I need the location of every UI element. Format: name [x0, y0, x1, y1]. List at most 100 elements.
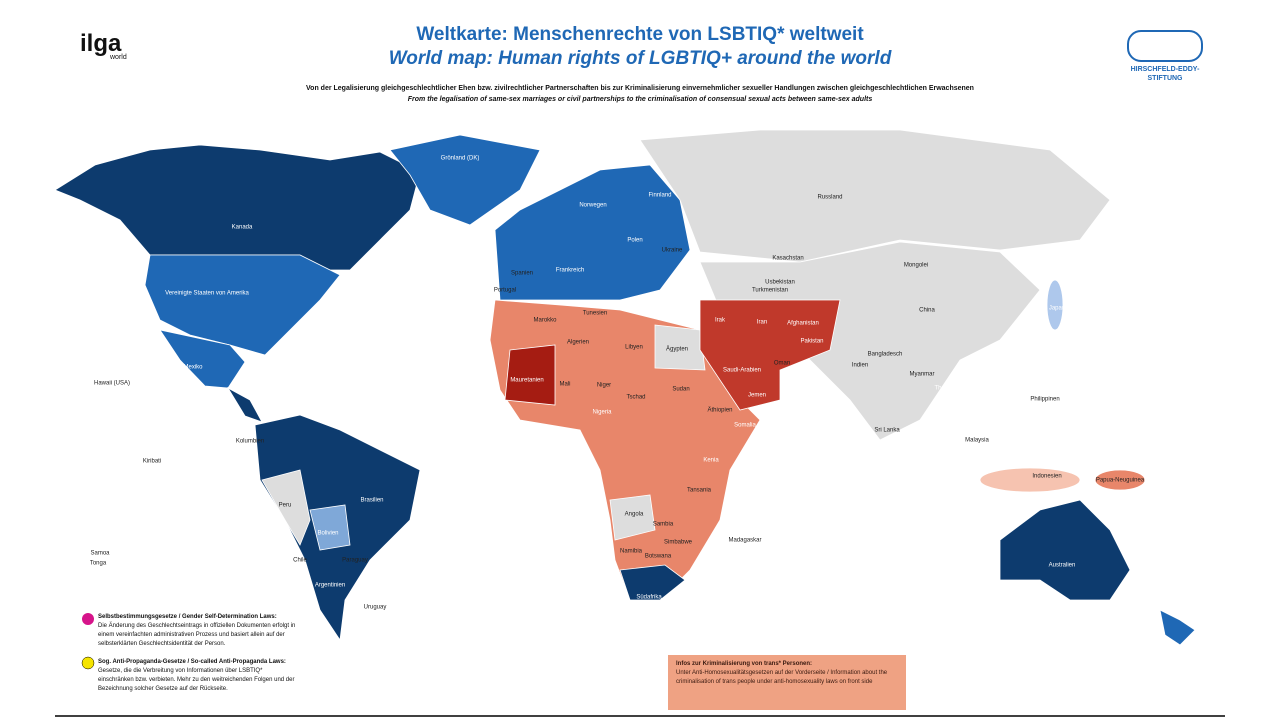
- country-label: Mexiko: [183, 365, 203, 371]
- country-label: Indonesien: [1032, 474, 1061, 480]
- country-label: Sudan: [672, 387, 689, 393]
- country-label: Papua-Neuguinea: [1096, 478, 1145, 484]
- japan: [1046, 279, 1064, 331]
- country-label: Tonga: [90, 561, 107, 567]
- country-label: Marokko: [533, 318, 557, 324]
- country-label: Samoa: [90, 551, 110, 557]
- country-label: Frankreich: [556, 268, 584, 274]
- country-label: Vereinigte Staaten von Amerika: [165, 291, 249, 297]
- legend-title: Sog. Anti-Propaganda-Gesetze / So-called…: [98, 659, 286, 665]
- country-label: Brasilien: [360, 498, 383, 504]
- country-label: Tunesien: [583, 311, 607, 317]
- country-label: Argentinien: [315, 583, 345, 589]
- info-title: Infos zur Kriminalisierung von trans* Pe…: [676, 661, 813, 667]
- country-label: Grönland (DK): [441, 156, 480, 162]
- country-label: Simbabwe: [664, 540, 693, 546]
- angola: [609, 494, 656, 541]
- legend-icon-anti-propaganda: [81, 656, 95, 670]
- mauritania-mali: [504, 344, 556, 406]
- country-label: Thailand: [934, 386, 957, 392]
- country-label: Mongolei: [904, 263, 928, 269]
- country-label: Australien: [1049, 563, 1076, 569]
- country-label: Botswana: [645, 554, 672, 560]
- legend-2: Sog. Anti-Propaganda-Gesetze / So-called…: [98, 658, 298, 694]
- country-label: Peru: [279, 503, 292, 509]
- country-label: Uruguay: [364, 605, 387, 611]
- land: [54, 129, 1196, 646]
- country-label: Niger: [597, 383, 611, 389]
- logo-left: ilga: [80, 30, 122, 57]
- country-label: Nigeria: [592, 410, 612, 416]
- legend-icon-self-determination: [82, 613, 94, 625]
- country-label: Madagaskar: [728, 538, 761, 544]
- country-label: Mali: [559, 382, 570, 388]
- southern-africa: [619, 564, 686, 601]
- logo-left-sub: world: [110, 54, 127, 61]
- country-label: Mauretanien: [510, 378, 543, 384]
- country-label: Philippinen: [1030, 397, 1059, 403]
- country-label: Sambia: [653, 522, 674, 528]
- country-label: Kanada: [232, 225, 253, 231]
- indonesia: [979, 467, 1081, 493]
- logo-right-2: STIFTUNG: [1147, 75, 1183, 82]
- country-label: Jemen: [748, 393, 766, 399]
- country-label: Somalia: [734, 423, 756, 429]
- peru: [261, 469, 311, 546]
- country-label: Ägypten: [666, 346, 688, 353]
- country-label: Angola: [625, 512, 644, 518]
- country-label: Libyen: [625, 345, 643, 351]
- new-zealand: [1159, 609, 1196, 646]
- country-label: Irak: [715, 318, 726, 324]
- country-label: Algerien: [567, 340, 589, 346]
- country-label: Myanmar: [909, 372, 934, 378]
- country-label: Kiribati: [143, 459, 161, 465]
- country-label: Oman: [774, 361, 790, 367]
- russia: [639, 129, 1111, 263]
- country-label: Tansania: [687, 488, 712, 494]
- central-america: [226, 386, 263, 423]
- canada: [54, 144, 421, 271]
- country-label: Portugal: [494, 288, 516, 294]
- country-label: Kenia: [703, 458, 719, 464]
- country-label: Japan: [1049, 306, 1065, 312]
- country-label: Saudi-Arabien: [723, 368, 761, 374]
- country-label: Paraguay: [342, 558, 368, 564]
- title-de: Weltkarte: Menschenrechte von LSBTIQ* we…: [416, 24, 864, 45]
- logo-right-mark: [1127, 30, 1203, 62]
- country-label: Pakistan: [800, 339, 823, 345]
- country-label: Finnland: [648, 193, 671, 199]
- legend-text: Die Änderung des Geschlechtseintrags in …: [98, 623, 296, 647]
- country-label: Namibia: [620, 549, 643, 555]
- country-label: Bolivien: [317, 531, 338, 537]
- legend-title: Selbstbestimmungsgesetze / Gender Self-D…: [98, 614, 277, 620]
- country-label: Ukraine: [662, 248, 683, 254]
- country-label: Kasachstan: [772, 256, 803, 262]
- australia: [999, 499, 1131, 601]
- country-label: Norwegen: [579, 203, 606, 209]
- country-label: Bangladesch: [868, 352, 903, 358]
- info-box: [668, 655, 906, 710]
- greenland: [389, 134, 541, 226]
- country-label: Tschad: [626, 395, 645, 401]
- europe: [494, 164, 691, 301]
- country-label: Neuseeland: [1131, 625, 1163, 631]
- title-en: World map: Human rights of LGBTIQ+ aroun…: [388, 48, 892, 69]
- country-label: Russland: [817, 195, 842, 201]
- country-label: Sri Lanka: [874, 428, 900, 434]
- info-text: Unter Anti-Homosexualitätsgesetzen auf d…: [676, 670, 888, 685]
- logo-right-1: HIRSCHFELD-EDDY-: [1130, 66, 1200, 73]
- country-label: Polen: [627, 238, 642, 244]
- usa: [144, 254, 341, 356]
- country-label: Iran: [757, 320, 767, 326]
- country-label: Turkmenistan: [752, 288, 788, 294]
- country-label: Malaysia: [965, 438, 989, 444]
- papua: [1094, 469, 1146, 491]
- country-label: Äthiopien: [707, 407, 732, 414]
- country-label: Afghanistan: [787, 321, 819, 327]
- middle-east: [699, 299, 841, 411]
- country-label: Südafrika: [636, 595, 662, 601]
- legend-text: Gesetze, die die Verbreitung von Informa…: [98, 668, 295, 692]
- country-label: Indien: [852, 363, 868, 369]
- subtitle-en: From the legalisation of same-sex marria…: [407, 96, 873, 103]
